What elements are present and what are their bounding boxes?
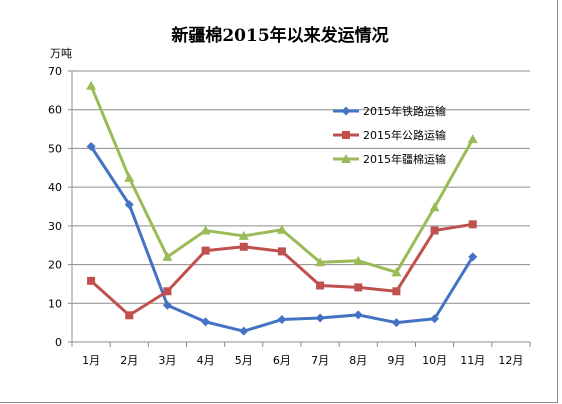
data-point [87,276,96,285]
data-point [238,230,249,240]
x-tick-label: 1月 [82,354,100,367]
data-point [162,251,173,261]
x-tick-label: 6月 [273,354,291,367]
y-tick-label: 50 [48,142,62,155]
x-tick-label: 4月 [197,354,215,367]
legend-marker [341,154,351,163]
data-point [429,202,440,212]
series-3 [86,80,478,277]
data-point [430,226,439,235]
data-point [391,267,402,277]
data-point [239,242,248,251]
data-point [277,315,287,325]
x-tick-label: 2月 [120,354,138,367]
x-tick-label: 11月 [460,354,485,367]
x-tick-label: 12月 [498,354,523,367]
legend-label: 2015年疆棉运输 [363,152,446,166]
legend-item-3: 2015年疆棉运输 [333,152,446,166]
data-point [354,283,363,292]
y-tick-label: 20 [48,259,62,272]
y-tick-label: 0 [55,336,62,349]
data-point [239,326,249,336]
x-tick-label: 10月 [422,354,447,367]
data-point [430,314,440,324]
x-tick-label: 8月 [349,354,367,367]
data-point [392,287,401,296]
x-tick-label: 7月 [311,354,329,367]
data-point [86,80,97,90]
data-point [468,220,477,229]
data-point [315,257,326,267]
data-point [124,172,135,182]
x-tick-label: 9月 [387,354,405,367]
data-point [353,255,364,265]
data-point [201,246,210,255]
data-point [277,247,286,256]
legend: 2015年铁路运输 2015年公路运输 2015年疆棉运输 [333,104,446,166]
series-group [86,80,478,336]
series-1 [86,141,478,336]
data-point [162,300,172,310]
data-point [468,252,478,262]
legend-marker [342,131,350,139]
y-tick-label: 60 [48,104,62,117]
x-tick-label: 3月 [158,354,176,367]
legend-marker [341,106,351,116]
y-tick-label: 30 [48,220,62,233]
legend-item-2: 2015年公路运输 [333,128,446,142]
x-tick-label: 5月 [235,354,253,367]
data-point [124,200,134,210]
y-tick-label: 70 [48,65,62,78]
y-tick-label: 10 [48,297,62,310]
x-tick-labels: 1月 2月 3月 4月 5月 6月 7月 8月 9月 10月 11月 12月 [82,354,523,367]
data-point [353,310,363,320]
y-axis-label: 万吨 [50,47,72,60]
legend-label: 2015年铁路运输 [363,104,446,118]
gridlines [72,70,530,304]
data-point [391,318,401,328]
data-point [467,134,478,144]
data-point [276,224,287,234]
chart-title: 新疆棉2015年以来发运情况 [171,25,388,46]
y-tick-label: 40 [48,181,62,194]
data-point [86,141,96,151]
series-2 [87,220,477,320]
axes [68,70,531,347]
data-point [201,317,211,327]
data-point [125,311,134,320]
data-point [315,313,325,323]
legend-label: 2015年公路运输 [363,128,446,142]
data-point [316,281,325,290]
data-point [163,287,172,296]
data-point [200,225,211,235]
y-tick-labels: 0 10 20 30 40 50 60 70 [48,65,62,349]
legend-item-1: 2015年铁路运输 [333,104,446,118]
